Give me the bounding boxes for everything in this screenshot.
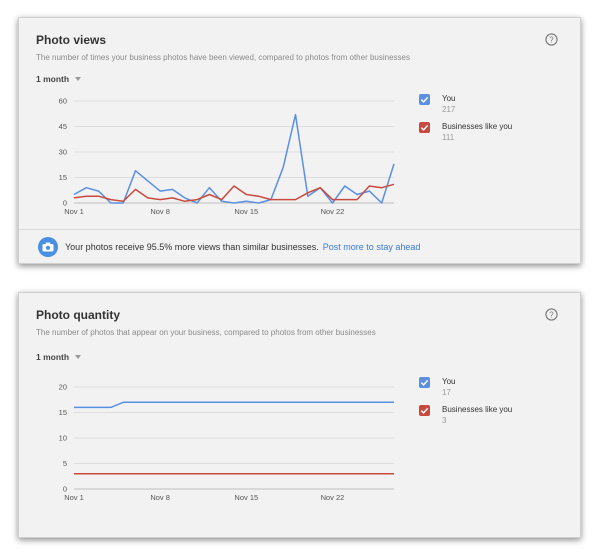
photo-views-card: Photo views The number of times your bus… [18,17,581,264]
photo-quantity-card: Photo quantity The number of photos that… [18,292,581,538]
legend-value: 17 [442,388,451,397]
insight-footer: Your photos receive 95.5% more views tha… [19,229,580,264]
y-tick-label: 5 [63,459,67,468]
x-tick-label: Nov 15 [234,493,258,502]
series-line-businesses [73,183,395,203]
x-tick-label: Nov 15 [234,207,258,216]
card-title: Photo quantity [36,308,120,322]
x-tick-label: Nov 1 [64,493,84,502]
card-title: Photo views [36,33,107,47]
y-tick-label: 30 [59,148,67,157]
x-tick-label: Nov 22 [321,207,345,216]
chevron-down-icon [75,77,82,81]
y-tick-label: 20 [59,383,67,392]
svg-text:?: ? [549,35,554,44]
y-tick-label: 0 [63,485,67,494]
checkbox-icon[interactable] [419,94,430,105]
insight-text: Your photos receive 95.5% more views tha… [65,242,319,252]
svg-text:?: ? [549,310,554,319]
photo-views-chart: 0 15 30 45 60 Nov 1 Nov 8 Nov 15 Nov 22 [59,97,395,216]
legend-label: Businesses like you [442,122,513,131]
y-tick-label: 0 [63,199,67,208]
period-dropdown[interactable]: 1 month [36,352,82,362]
x-tick-label: Nov 1 [64,207,84,216]
x-tick-label: Nov 22 [321,493,345,502]
y-tick-label: 15 [59,173,67,182]
y-tick-label: 10 [59,434,67,443]
period-label: 1 month [36,352,70,362]
legend-value: 3 [442,416,447,425]
y-tick-label: 15 [59,408,67,417]
card-subtitle: The number of times your business photos… [36,53,410,62]
period-dropdown[interactable]: 1 month [36,74,82,84]
legend-label: You [442,377,456,386]
series-line-you [73,113,395,204]
help-icon[interactable]: ? [545,308,558,321]
legend-label: Businesses like you [442,405,513,414]
period-label: 1 month [36,74,70,84]
x-tick-label: Nov 8 [150,207,170,216]
legend-value: 217 [442,105,456,114]
legend-value: 111 [442,133,455,142]
x-tick-label: Nov 8 [150,493,170,502]
y-tick-label: 60 [59,97,67,106]
chevron-down-icon [75,355,82,359]
card-subtitle: The number of photos that appear on your… [36,328,376,337]
checkbox-icon[interactable] [419,377,430,388]
series-line-you [74,401,394,409]
legend-label: You [442,94,456,103]
post-more-link[interactable]: Post more to stay ahead [322,242,421,252]
checkbox-icon[interactable] [419,122,430,133]
photo-quantity-chart: 0 5 10 15 20 Nov 1 Nov 8 Nov 15 Nov 22 [59,383,394,502]
checkbox-icon[interactable] [419,405,430,416]
camera-icon [38,237,58,257]
y-tick-label: 45 [59,122,67,131]
help-icon[interactable]: ? [545,33,558,46]
